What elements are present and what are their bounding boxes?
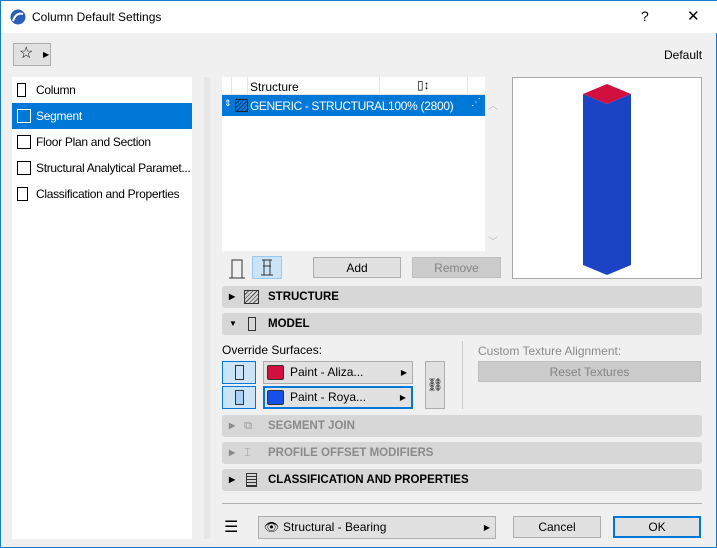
height-column-icon: ▯↕	[417, 78, 430, 92]
ok-button[interactable]: OK	[613, 516, 701, 538]
sidebar-item-label: Structural Analytical Paramet...	[36, 161, 191, 175]
override-surface-toggle-2[interactable]	[222, 386, 256, 409]
layers-icon: ☰	[224, 519, 239, 536]
drag-handle-icon[interactable]: ⇕	[224, 98, 232, 108]
surface-icon	[235, 390, 244, 405]
add-button[interactable]: Add	[313, 257, 401, 278]
divider	[462, 341, 463, 409]
sidebar-item-classification[interactable]: Classification and Properties	[12, 181, 192, 207]
sidebar-item-label: Column	[36, 83, 76, 97]
section-structure[interactable]: ▶ STRUCTURE	[222, 286, 702, 308]
override-surfaces-label: Override Surfaces:	[222, 343, 323, 357]
classification-icon	[17, 187, 28, 201]
table-row[interactable]: ⇕ GENERIC - STRUCTURAL 100% (2800) ⋰	[222, 95, 485, 116]
arrow-right-icon: ▶	[400, 368, 407, 377]
window-title: Column Default Settings	[32, 10, 162, 24]
expand-icon: ▶	[229, 448, 236, 457]
remove-button: Remove	[412, 257, 501, 278]
section-segment-join: ▶ ⧉ SEGMENT JOIN	[222, 415, 702, 437]
scroll-down-icon[interactable]: ﹀	[488, 237, 498, 248]
surface-popup-1[interactable]: Paint - Aliza... ▶	[263, 361, 413, 384]
scroll-up-icon[interactable]: ︿	[488, 101, 498, 112]
expand-icon: ▶	[229, 475, 236, 484]
row-structure-name: GENERIC - STRUCTURAL	[250, 99, 389, 113]
eye-icon: 👁	[264, 520, 280, 534]
dropdown-arrow-icon: ▶	[43, 50, 50, 59]
sidebar-item-segment[interactable]: Segment	[12, 103, 192, 129]
segmented-column-button[interactable]	[252, 256, 282, 279]
scale-icon: ⋰	[471, 97, 481, 108]
document-icon	[246, 473, 257, 487]
surface-popup-2[interactable]: Paint - Roya... ▶	[263, 386, 413, 409]
section-model[interactable]: ▼ MODEL	[222, 313, 702, 335]
app-logo-icon	[10, 9, 26, 25]
structural-analytical-icon	[17, 161, 31, 175]
column-icon	[17, 83, 26, 97]
expand-icon: ▶	[229, 421, 236, 430]
segment-icon	[17, 109, 31, 123]
sidebar-item-label: Classification and Properties	[36, 187, 180, 201]
column-header-structure[interactable]: Structure	[250, 80, 299, 94]
preview-3d	[512, 77, 702, 279]
structure-table: Structure ▯↕ ⇕ GENERIC - STRUCTURAL 100%…	[222, 77, 485, 251]
sidebar-item-label: Segment	[36, 109, 82, 123]
title-bar: Column Default Settings ? ✕	[1, 1, 717, 33]
close-button[interactable]: ✕	[687, 8, 700, 25]
model-icon	[248, 317, 256, 331]
section-classification[interactable]: ▶ CLASSIFICATION AND PROPERTIES	[222, 469, 702, 491]
surface-icon	[235, 365, 244, 380]
sidebar-item-structural-analytical[interactable]: Structural Analytical Paramet...	[12, 155, 192, 181]
help-button[interactable]: ?	[641, 8, 649, 24]
chain-link-icon: ⛓	[426, 377, 444, 392]
sidebar-item-label: Floor Plan and Section	[36, 135, 151, 149]
table-header: Structure ▯↕	[222, 77, 485, 95]
sidebar-item-floor-plan[interactable]: Floor Plan and Section	[12, 129, 192, 155]
segment-join-icon: ⧉	[244, 420, 253, 432]
custom-texture-label: Custom Texture Alignment:	[478, 344, 622, 358]
color-swatch	[267, 365, 284, 380]
profile-offset-icon: ⌶	[244, 447, 251, 459]
row-height: 100% (2800)	[388, 99, 454, 113]
override-surface-toggle-1[interactable]	[222, 361, 256, 384]
floor-plan-icon	[17, 135, 31, 149]
sidebar: Column Segment Floor Plan and Section St…	[12, 77, 192, 539]
expand-icon: ▶	[229, 292, 236, 301]
cancel-button[interactable]: Cancel	[513, 516, 601, 538]
footer-divider	[222, 503, 702, 504]
reset-textures-button: Reset Textures	[478, 361, 701, 382]
arrow-right-icon: ▶	[483, 523, 490, 532]
star-icon: ☆	[19, 45, 34, 62]
hatch-icon	[235, 99, 248, 112]
link-surfaces-button[interactable]: ⛓	[425, 361, 445, 409]
section-profile-offset: ▶ ⌶ PROFILE OFFSET MODIFIERS	[222, 442, 702, 464]
layer-popup[interactable]: 👁 Structural - Bearing ▶	[258, 516, 496, 539]
color-swatch	[267, 390, 284, 405]
collapse-icon: ▼	[229, 319, 237, 328]
preset-name: Default	[664, 48, 703, 62]
uniform-column-button[interactable]	[226, 256, 248, 279]
sidebar-item-column[interactable]: Column	[12, 77, 192, 103]
favorites-button[interactable]: ☆ ▶	[13, 43, 51, 66]
hatch-icon	[244, 290, 259, 304]
splitter[interactable]	[204, 77, 210, 539]
column-preview-image	[583, 84, 631, 275]
arrow-right-icon: ▶	[399, 393, 406, 402]
